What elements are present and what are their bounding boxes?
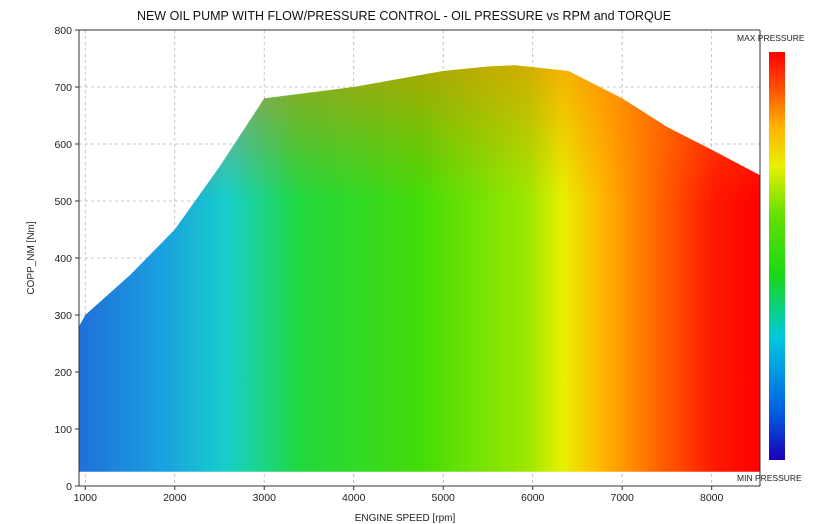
x-tick-label: 4000: [342, 492, 366, 504]
y-tick-label: 600: [54, 139, 72, 151]
y-axis-ticks: 0 100 200 300 400 500 600 700 800: [54, 25, 79, 493]
y-tick-label: 100: [54, 424, 72, 436]
chart-title: NEW OIL PUMP WITH FLOW/PRESSURE CONTROL …: [137, 9, 671, 23]
color-scale-min-label: MIN PRESSURE: [737, 473, 802, 483]
y-tick-label: 800: [54, 25, 72, 37]
x-tick-label: 2000: [163, 492, 187, 504]
x-tick-label: 3000: [253, 492, 277, 504]
y-tick-label: 700: [54, 82, 72, 94]
color-scale: MAX PRESSURE MIN PRESSURE: [737, 33, 805, 483]
x-tick-label: 7000: [611, 492, 635, 504]
x-tick-label: 1000: [74, 492, 98, 504]
y-tick-label: 400: [54, 253, 72, 265]
x-tick-label: 5000: [432, 492, 456, 504]
y-tick-label: 300: [54, 310, 72, 322]
color-scale-bar: [769, 52, 785, 460]
y-tick-label: 0: [66, 481, 72, 493]
x-axis-ticks: 1000 2000 3000 4000 5000 6000 7000 8000: [74, 486, 724, 504]
x-axis-title: ENGINE SPEED [rpm]: [355, 513, 456, 524]
y-tick-label: 500: [54, 196, 72, 208]
y-tick-label: 200: [54, 367, 72, 379]
color-scale-max-label: MAX PRESSURE: [737, 33, 805, 43]
pressure-envelope-shade: [79, 65, 760, 472]
x-tick-label: 6000: [521, 492, 545, 504]
y-axis-title: COPP_NM [Nm]: [26, 221, 37, 295]
pressure-surface: [79, 65, 760, 472]
x-tick-label: 8000: [700, 492, 724, 504]
